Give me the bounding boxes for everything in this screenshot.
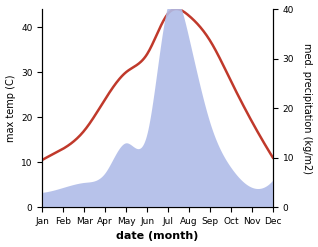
Y-axis label: max temp (C): max temp (C) (5, 74, 16, 142)
X-axis label: date (month): date (month) (116, 231, 199, 242)
Y-axis label: med. precipitation (kg/m2): med. precipitation (kg/m2) (302, 43, 313, 174)
